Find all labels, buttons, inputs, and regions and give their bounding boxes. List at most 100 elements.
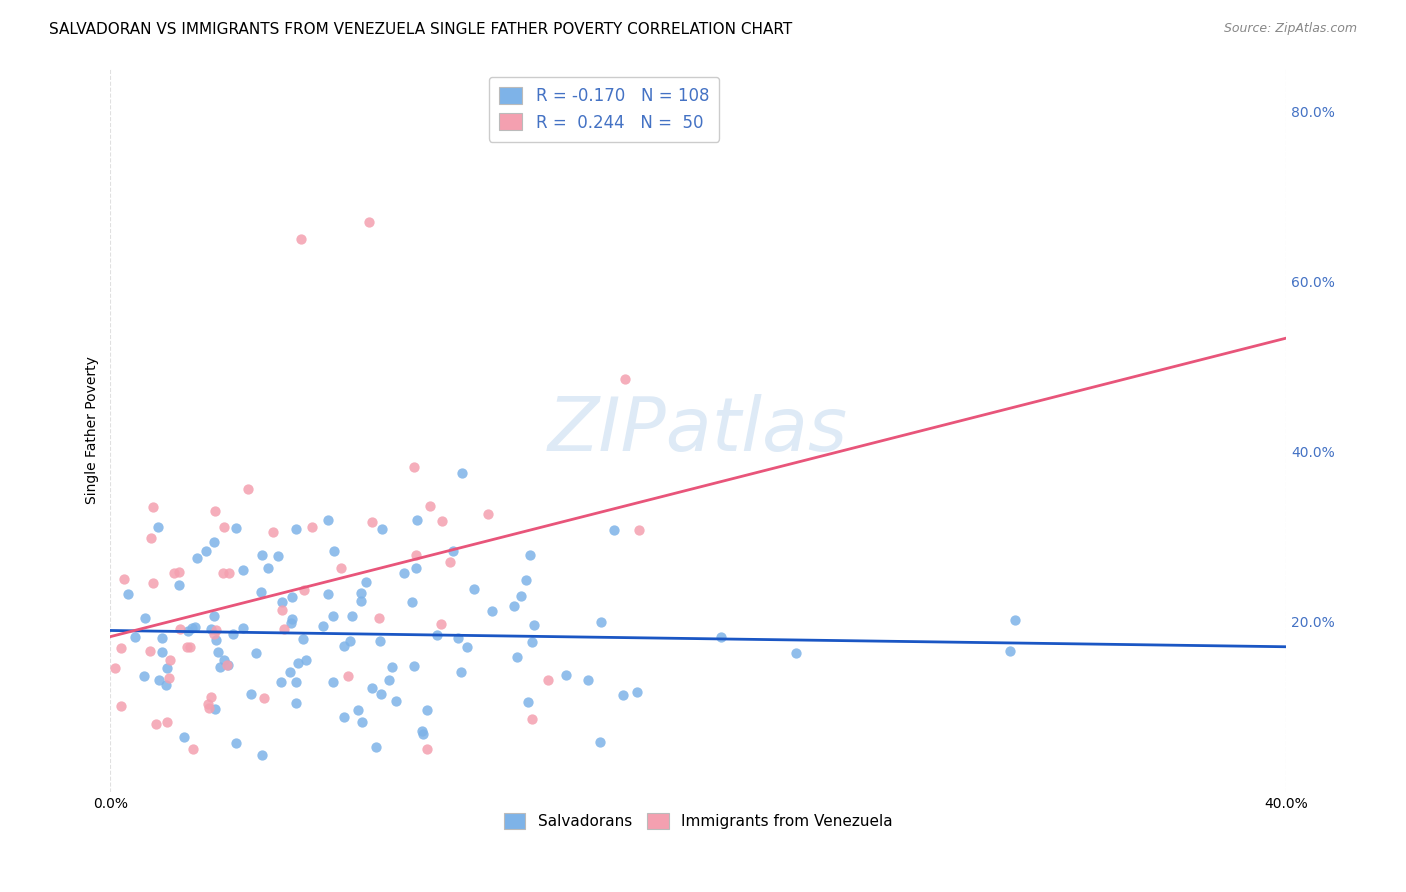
Point: [212, 566, 235, 580]
Point: [477, 507, 499, 521]
Point: [329, 561, 352, 575]
Point: [110, 698, 132, 713]
Point: [278, 665, 301, 680]
Point: [186, 550, 208, 565]
Point: [132, 669, 155, 683]
Point: [232, 621, 254, 635]
Point: [205, 633, 228, 648]
Point: [370, 522, 392, 536]
Point: [419, 499, 441, 513]
Point: [515, 573, 537, 587]
Point: [262, 524, 284, 539]
Point: [181, 622, 204, 636]
Point: [463, 582, 485, 597]
Point: [197, 697, 219, 711]
Point: [176, 640, 198, 655]
Y-axis label: Single Father Poverty: Single Father Poverty: [86, 356, 100, 504]
Point: [612, 689, 634, 703]
Point: [222, 626, 245, 640]
Point: [337, 669, 360, 683]
Point: [273, 622, 295, 636]
Point: [354, 574, 377, 589]
Point: [205, 623, 228, 637]
Point: [316, 587, 339, 601]
Point: [270, 603, 292, 617]
Point: [509, 589, 531, 603]
Point: [253, 691, 276, 706]
Point: [142, 576, 165, 591]
Point: [318, 514, 340, 528]
Point: [139, 532, 162, 546]
Point: [270, 595, 292, 609]
Point: [426, 628, 449, 642]
Point: [405, 514, 427, 528]
Text: Source: ZipAtlas.com: Source: ZipAtlas.com: [1223, 22, 1357, 36]
Point: [202, 609, 225, 624]
Point: [218, 566, 240, 581]
Point: [292, 582, 315, 597]
Point: [245, 646, 267, 660]
Point: [117, 587, 139, 601]
Point: [284, 675, 307, 690]
Point: [1000, 644, 1022, 658]
Point: [405, 548, 427, 562]
Point: [378, 673, 401, 687]
Point: [323, 544, 346, 558]
Point: [357, 215, 380, 229]
Point: [280, 615, 302, 630]
Point: [112, 572, 135, 586]
Point: [333, 639, 356, 653]
Point: [281, 591, 304, 605]
Point: [411, 724, 433, 739]
Point: [200, 690, 222, 704]
Point: [232, 563, 254, 577]
Point: [217, 658, 239, 673]
Point: [157, 671, 180, 685]
Point: [368, 611, 391, 625]
Point: [270, 675, 292, 690]
Point: [256, 561, 278, 575]
Point: [626, 685, 648, 699]
Legend: Salvadorans, Immigrants from Venezuela: Salvadorans, Immigrants from Venezuela: [498, 806, 898, 835]
Point: [430, 514, 453, 528]
Point: [366, 739, 388, 754]
Point: [404, 659, 426, 673]
Point: [167, 565, 190, 579]
Point: [138, 644, 160, 658]
Point: [250, 585, 273, 599]
Point: [710, 630, 733, 644]
Point: [156, 661, 179, 675]
Point: [287, 656, 309, 670]
Point: [267, 549, 290, 564]
Point: [392, 566, 415, 580]
Point: [333, 710, 356, 724]
Point: [200, 622, 222, 636]
Point: [150, 645, 173, 659]
Point: [537, 673, 560, 687]
Point: [447, 632, 470, 646]
Point: [284, 522, 307, 536]
Point: [360, 681, 382, 695]
Point: [163, 566, 186, 580]
Point: [217, 657, 239, 672]
Point: [416, 702, 439, 716]
Point: [439, 555, 461, 569]
Point: [177, 624, 200, 638]
Point: [159, 653, 181, 667]
Point: [173, 731, 195, 745]
Point: [450, 665, 472, 679]
Point: [370, 687, 392, 701]
Point: [412, 727, 434, 741]
Point: [167, 578, 190, 592]
Point: [385, 694, 408, 708]
Point: [450, 466, 472, 480]
Point: [350, 714, 373, 729]
Point: [150, 632, 173, 646]
Point: [519, 548, 541, 562]
Point: [347, 703, 370, 717]
Point: [225, 521, 247, 535]
Point: [381, 659, 404, 673]
Point: [290, 232, 312, 246]
Point: [523, 617, 546, 632]
Point: [124, 630, 146, 644]
